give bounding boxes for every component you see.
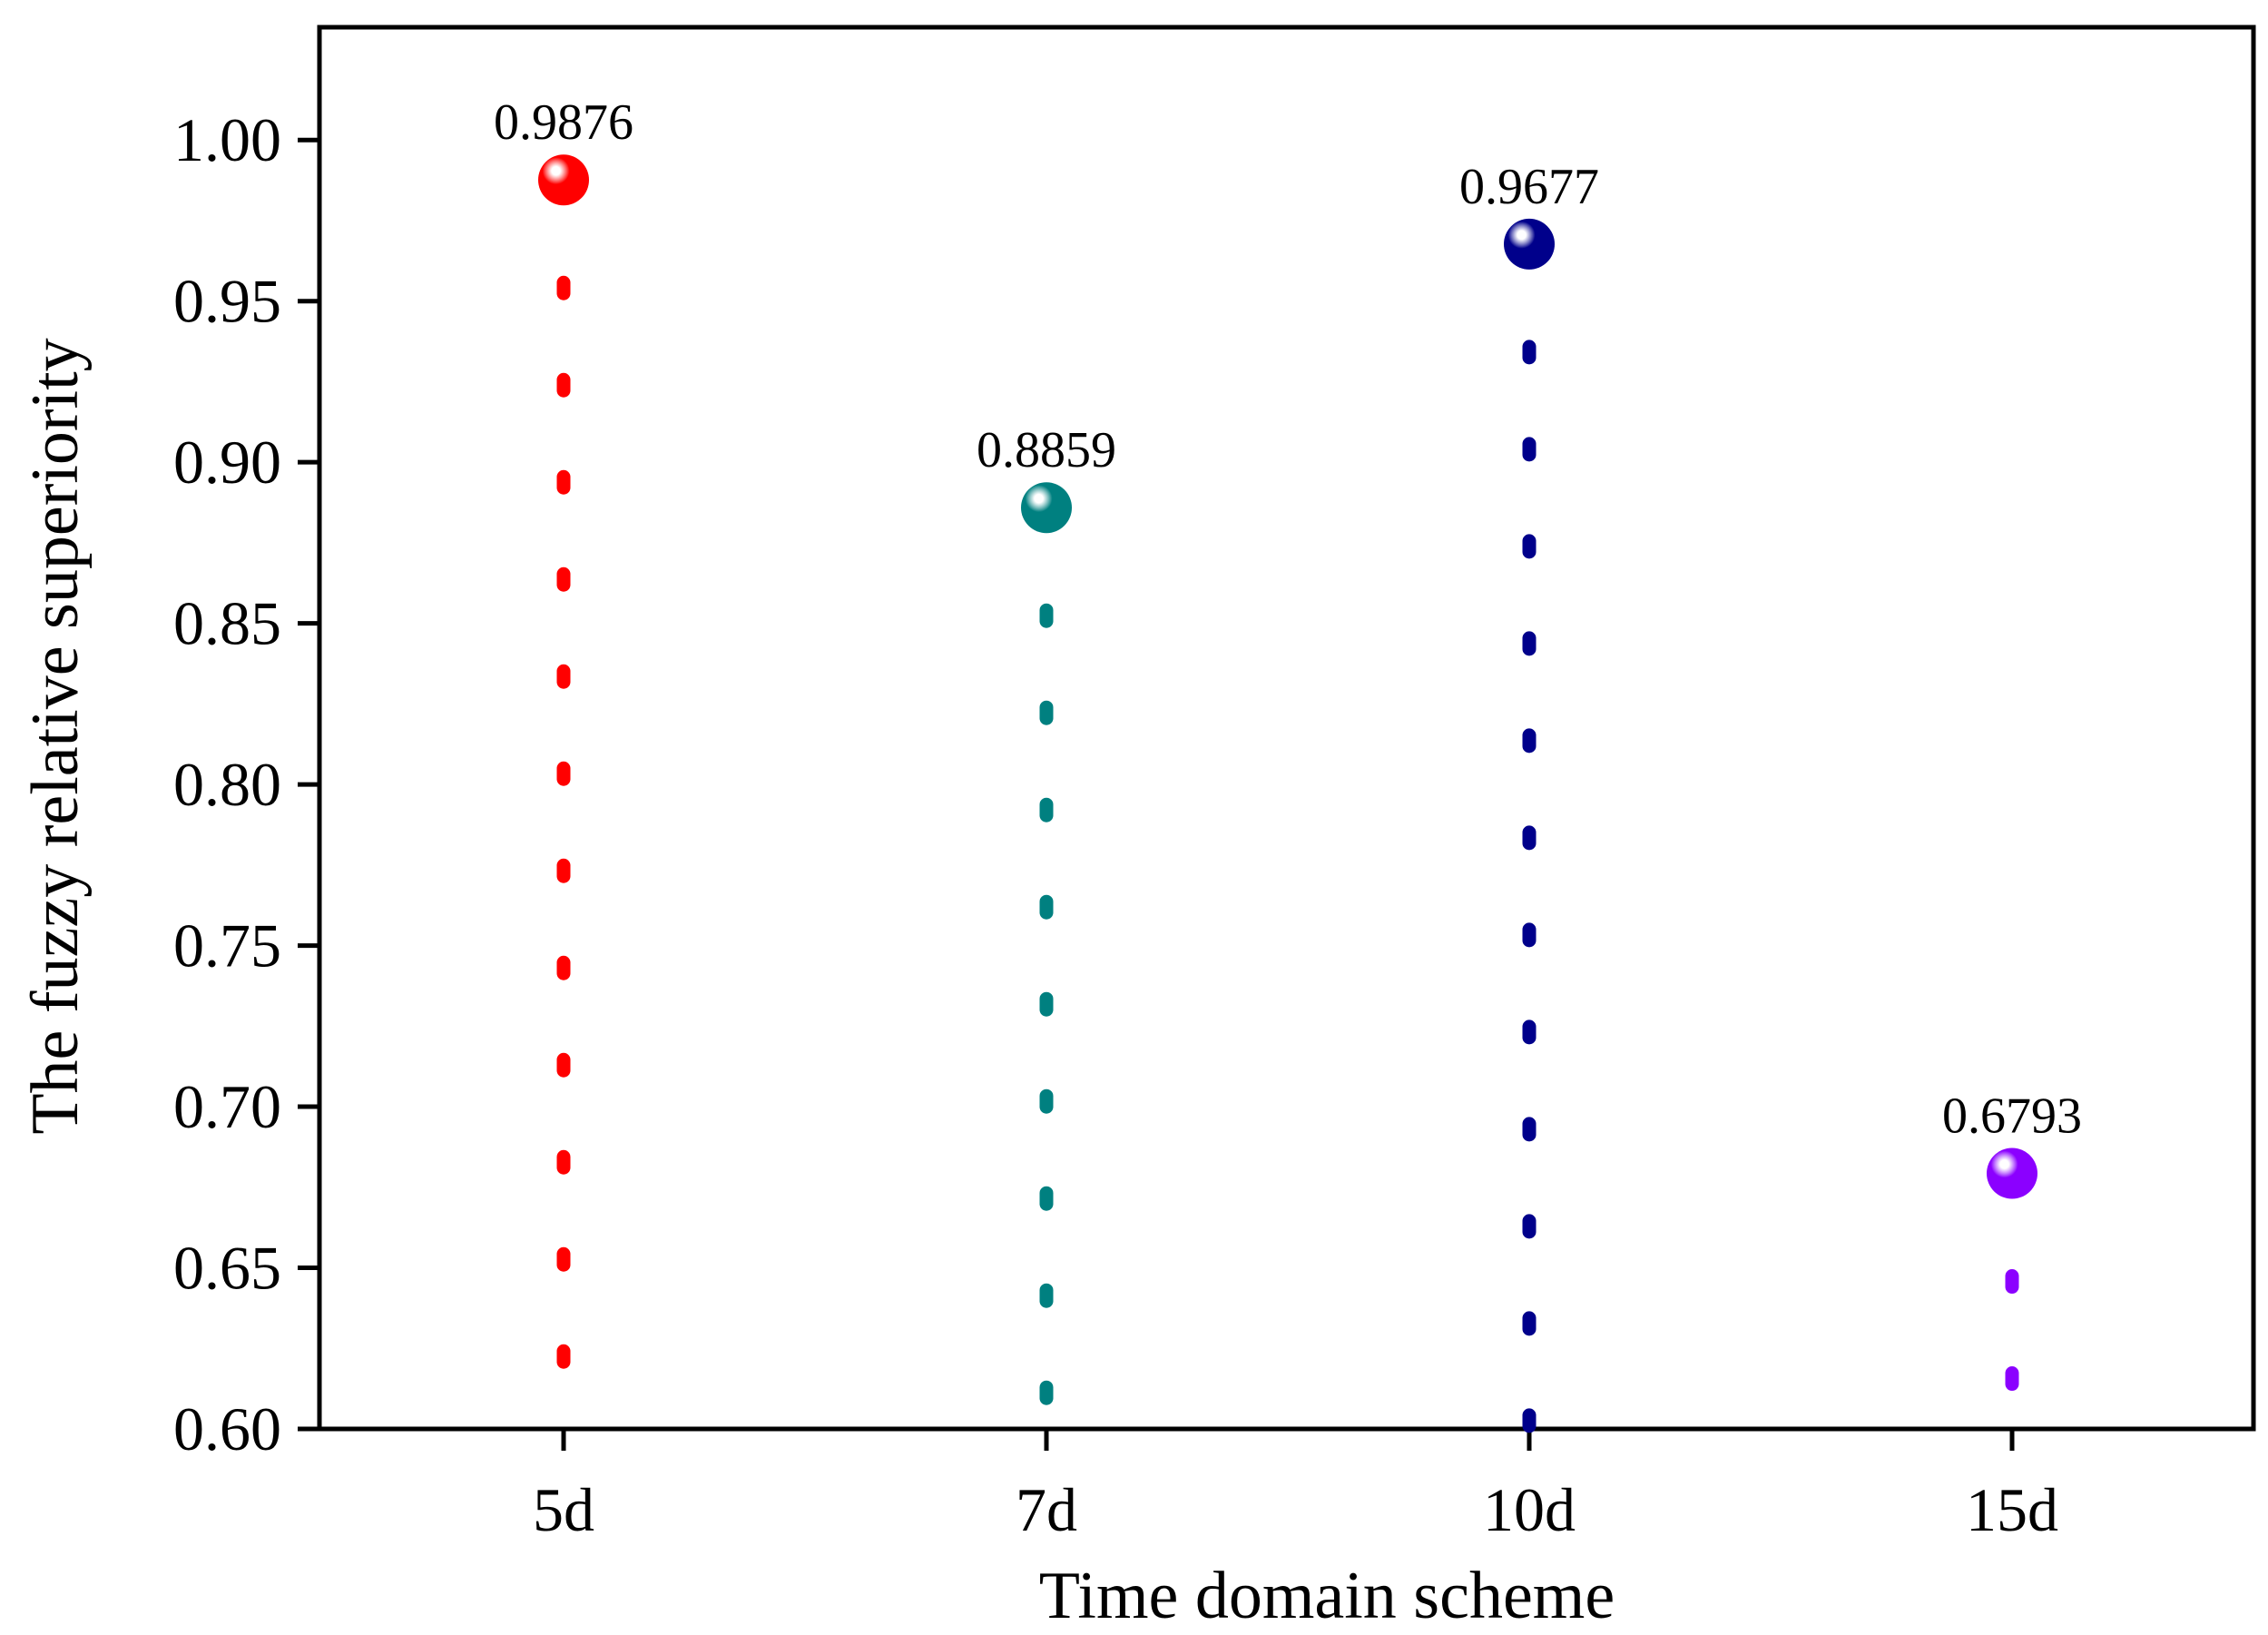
y-tick-label: 0.80 <box>173 750 281 819</box>
point-10d <box>1504 218 1555 270</box>
y-axis-title: The fuzzy relative superiority <box>18 338 93 1134</box>
plot-frame <box>317 25 2256 1432</box>
y-tick-label: 0.95 <box>173 267 281 336</box>
x-tick-label: 7d <box>1016 1475 1077 1544</box>
y-tick-label: 0.60 <box>173 1394 281 1463</box>
y-tick-label: 0.85 <box>173 589 281 658</box>
y-tick-label: 0.75 <box>173 911 281 980</box>
data-label-15d: 0.6793 <box>1942 1088 2082 1145</box>
point-7d <box>1021 482 1072 534</box>
x-tick-label: 5d <box>533 1475 594 1544</box>
y-tick-label: 0.90 <box>173 428 281 497</box>
x-tick-label: 10d <box>1483 1475 1576 1544</box>
data-label-5d: 0.9876 <box>494 94 633 151</box>
y-axis: 0.60 0.65 0.70 0.75 0.80 0.85 0.90 0.95 1.00 <box>173 105 319 1463</box>
y-tick-label: 0.70 <box>173 1072 281 1141</box>
point-15d <box>1987 1147 2037 1199</box>
y-tick-label: 0.65 <box>173 1234 281 1303</box>
y-tick-label: 1.00 <box>173 105 281 174</box>
x-axis: 5d 7d 10d 15d <box>533 1429 2058 1544</box>
data-label-10d: 0.9677 <box>1459 159 1599 215</box>
x-tick-label: 15d <box>1966 1475 2058 1544</box>
x-axis-title: Time domain scheme <box>1039 1559 1615 1633</box>
data-label-7d: 0.8859 <box>977 422 1116 478</box>
point-5d <box>538 154 589 206</box>
data-marks: 0.9876 0.8859 0.9677 0.6793 <box>494 94 2082 1436</box>
